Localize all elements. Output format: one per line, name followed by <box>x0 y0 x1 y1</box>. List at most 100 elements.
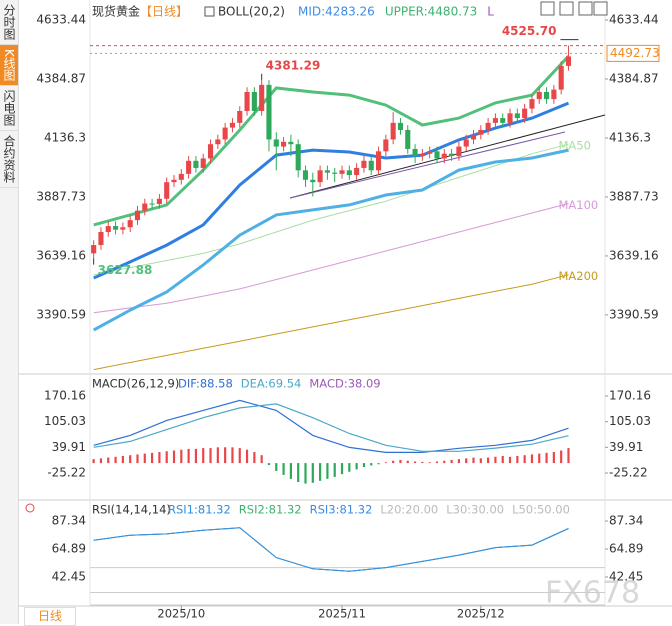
macd-bar <box>311 463 314 483</box>
legend-text: L20:20.00 <box>380 503 438 517</box>
last-price-label: 4492.73 <box>610 46 660 60</box>
indicator-line <box>93 403 569 452</box>
line-label: MA200 <box>558 269 598 283</box>
macd-bar <box>457 459 460 464</box>
macd-bar <box>297 463 300 483</box>
price-annotation: 4381.29 <box>266 58 321 72</box>
checkbox[interactable] <box>204 6 215 17</box>
macd-bar <box>267 463 271 466</box>
macd-bar <box>165 451 168 464</box>
macd-bar <box>282 463 285 475</box>
period-label[interactable]: 【日线】 <box>140 5 188 19</box>
macd-bar <box>384 462 387 464</box>
macd-bar <box>501 455 504 464</box>
toolbar-icons <box>25 1 608 513</box>
candle-body <box>456 146 462 157</box>
macd-bar <box>194 448 198 464</box>
candle-body <box>361 160 367 168</box>
macd-bar <box>136 454 139 464</box>
candle-body <box>412 148 418 157</box>
settings-icon[interactable] <box>25 503 35 513</box>
candle-body <box>544 92 550 100</box>
macd-bar <box>413 461 417 464</box>
period-tab[interactable]: 日线 <box>24 607 76 626</box>
macd-bar <box>158 452 161 464</box>
candle-body <box>295 144 301 171</box>
macd-bar <box>340 463 344 475</box>
macd-bar <box>450 459 453 464</box>
indicator-line <box>92 148 569 332</box>
side-tabs: 分时图 K线图 闪电图 合约资料 <box>0 0 19 624</box>
candle-body <box>149 203 155 205</box>
candle-body <box>514 113 520 119</box>
candle-body <box>134 210 141 221</box>
macd-bar <box>516 455 519 464</box>
macd-bar <box>231 447 234 464</box>
tab[interactable]: 分时图 <box>0 0 18 45</box>
macd-bar <box>92 459 95 464</box>
candle-body <box>397 122 404 130</box>
candle-body <box>229 122 236 128</box>
candle-body <box>332 172 338 174</box>
macd-bar <box>428 462 431 464</box>
candle-body <box>91 245 97 254</box>
macd-bar <box>180 449 183 464</box>
y-tick-label: 3887.73 <box>36 189 86 203</box>
candle-body <box>281 141 287 147</box>
candle-body <box>178 173 184 180</box>
macd-bar <box>245 449 249 464</box>
candle-body <box>478 129 484 135</box>
candle-body <box>164 182 170 199</box>
tab[interactable]: 合约资料 <box>0 131 18 188</box>
y-tick-label-right: -25.22 <box>609 466 648 480</box>
candle-body <box>310 179 316 183</box>
candle-body <box>485 122 491 130</box>
macd-bar <box>209 448 212 464</box>
macd-bar <box>494 456 497 464</box>
icon-button[interactable] <box>593 1 608 16</box>
tab[interactable]: K线图 <box>0 45 18 86</box>
y-tick-label-right: 39.91 <box>609 440 643 454</box>
candle-body <box>441 153 447 159</box>
macd-bar <box>479 458 482 464</box>
macd-bar <box>260 455 263 464</box>
macd-bar <box>224 447 227 464</box>
macd-bar <box>392 460 395 464</box>
candle-body <box>551 89 557 100</box>
candle-body <box>463 139 469 147</box>
macd-bar <box>238 448 241 464</box>
candles <box>91 45 572 259</box>
macd-bar <box>121 455 124 464</box>
macd-bar <box>567 448 570 464</box>
candle-body <box>193 160 199 168</box>
candle-body <box>449 153 455 157</box>
macd-bar <box>530 454 534 464</box>
candle-body <box>500 118 506 123</box>
indicator-line <box>93 55 570 227</box>
candle-body <box>375 151 382 171</box>
candle-body <box>354 167 360 176</box>
candle-body <box>492 118 498 123</box>
candle-body <box>113 226 119 230</box>
y-tick-label-right: 105.03 <box>609 414 651 428</box>
macd-bar <box>406 460 409 464</box>
candle-body <box>259 84 265 111</box>
icon-button[interactable] <box>540 1 555 16</box>
icon-button[interactable] <box>559 1 574 16</box>
candle-body <box>565 56 572 66</box>
indicator-line <box>93 527 569 572</box>
y-tick-label: -25.22 <box>47 466 86 480</box>
candle-body <box>390 122 396 140</box>
macd-bar <box>487 457 490 464</box>
indicator-line <box>93 143 569 276</box>
y-tick-label: 87.34 <box>52 514 86 528</box>
candle-body <box>207 144 214 159</box>
trend-line <box>289 114 606 199</box>
y-tick-label-right: 170.16 <box>609 388 651 402</box>
y-tick-label: 42.45 <box>52 570 86 584</box>
candle-body <box>215 139 221 145</box>
icon-button[interactable] <box>578 1 593 16</box>
tab[interactable]: 闪电图 <box>0 86 18 131</box>
macd-bar <box>545 452 548 464</box>
candle-body <box>536 92 542 100</box>
